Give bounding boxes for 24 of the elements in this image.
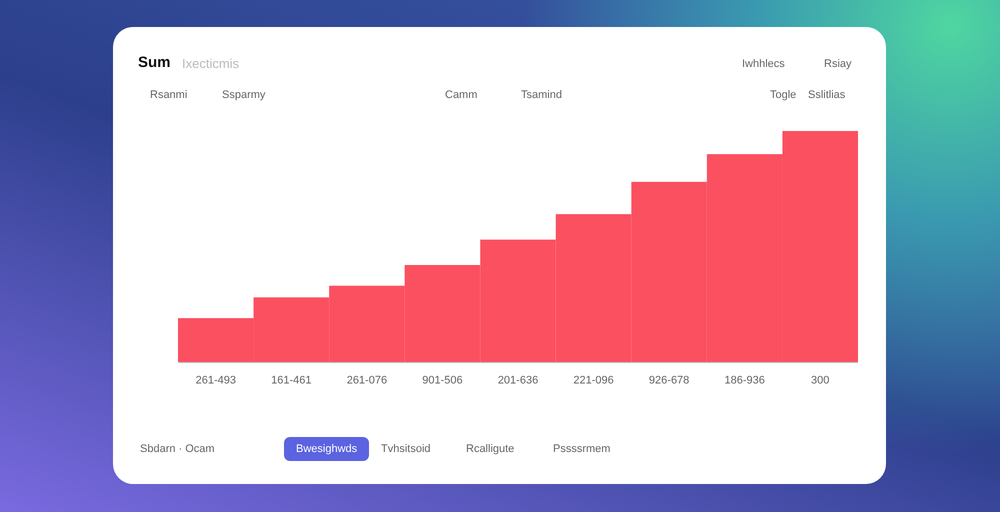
text: Bwesighwds	[284, 437, 370, 461]
x-tick-label: 186-936	[724, 374, 765, 386]
x-tick-label: 261-076	[346, 374, 388, 386]
text: Camm	[445, 89, 478, 101]
text: Rsiay	[824, 58, 852, 70]
x-tick-label: 901-506	[422, 374, 463, 386]
chart-subtitle: Ixecticmis	[182, 56, 240, 71]
text: Tvhsitsoid	[381, 443, 431, 455]
text: Sslitlias	[808, 89, 846, 101]
text: Ssparmy	[222, 89, 266, 101]
text: Rsanmi	[150, 89, 188, 101]
text: Togle	[770, 89, 796, 101]
x-tick-label: 161-461	[271, 374, 312, 386]
text: Rcalligute	[466, 443, 514, 455]
x-tick-label: 926-678	[648, 374, 690, 386]
x-tick-label: 221-096	[573, 374, 614, 386]
chart-title: Sum	[138, 54, 171, 71]
x-tick-label: 201-636	[498, 374, 538, 386]
x-tick-label: 261-493	[196, 374, 236, 386]
x-tick-label: 300	[811, 374, 830, 386]
text: Iwhhlecs	[742, 58, 785, 70]
text: Sbdarn · Ocam	[140, 443, 215, 455]
text: Pssssrmem	[553, 443, 610, 455]
text: Tsamind	[521, 89, 562, 101]
